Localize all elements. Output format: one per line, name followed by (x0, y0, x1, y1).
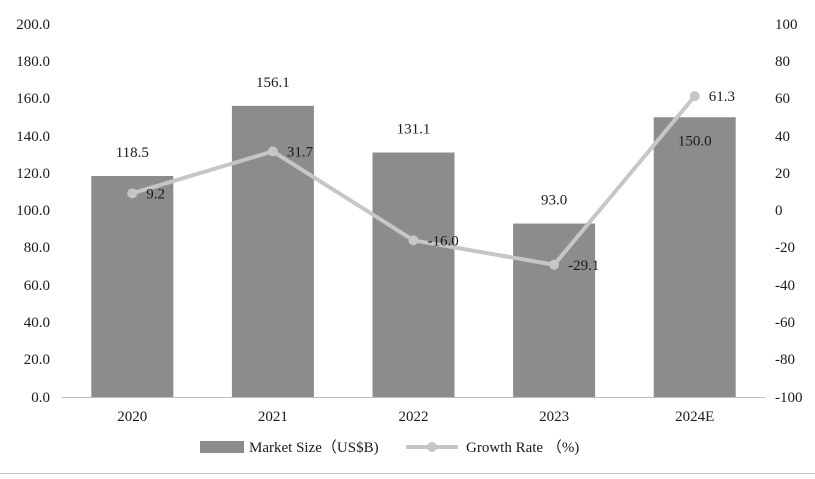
left-tick: 200.0 (16, 17, 50, 33)
category-label: 2024E (675, 409, 714, 425)
line-value-label: 61.3 (709, 89, 735, 105)
left-tick: 40.0 (24, 315, 50, 331)
left-tick: 180.0 (16, 54, 50, 70)
line-point (689, 91, 700, 102)
line-value-label: -16.0 (428, 233, 459, 249)
legend-bar-label: Market Size（US$B) (249, 439, 379, 456)
line-series (127, 91, 700, 270)
left-tick: 0.0 (31, 390, 50, 406)
right-tick: -60 (775, 315, 795, 331)
line-value-label: 9.2 (146, 186, 165, 202)
right-tick: 20 (775, 166, 790, 182)
bar-value-label: 150.0 (678, 133, 712, 149)
right-tick: 60 (775, 91, 790, 107)
bar-value-label: 156.1 (256, 75, 290, 91)
bar-series (91, 105, 736, 397)
right-axis-ticks: 100 80 60 40 20 0 -20 -40 -60 -80 -100 (775, 17, 803, 406)
line-point (127, 188, 138, 199)
right-tick: 40 (775, 129, 790, 145)
line-point (267, 146, 278, 157)
bottom-divider (0, 473, 815, 474)
category-labels: 2020 2021 2022 2023 2024E (117, 409, 714, 425)
left-tick: 160.0 (16, 91, 50, 107)
line-value-label: 31.7 (287, 144, 314, 160)
legend-line-label: Growth Rate （%) (466, 439, 579, 456)
right-tick: -40 (775, 278, 795, 294)
bar (513, 223, 596, 397)
category-label: 2020 (117, 409, 147, 425)
bar-value-label: 131.1 (397, 121, 431, 137)
right-tick: -100 (775, 390, 803, 406)
bar (372, 152, 455, 397)
line-value-label: -29.1 (568, 258, 599, 274)
left-axis-ticks: 200.0 180.0 160.0 140.0 120.0 100.0 80.0… (16, 17, 50, 406)
right-tick: 80 (775, 54, 790, 70)
legend-bar-swatch (200, 441, 244, 453)
bar-value-label: 118.5 (116, 145, 149, 161)
right-tick: 0 (775, 203, 783, 219)
line-point (408, 235, 419, 246)
bar (91, 175, 174, 397)
left-tick: 60.0 (24, 278, 50, 294)
legend: Market Size（US$B) Growth Rate （%) (200, 439, 579, 456)
right-tick: -80 (775, 352, 795, 368)
line-point (549, 259, 560, 270)
category-label: 2023 (539, 409, 569, 425)
left-tick: 120.0 (16, 166, 50, 182)
right-tick: -20 (775, 240, 795, 256)
left-tick: 140.0 (16, 129, 50, 145)
bar-value-label: 93.0 (541, 193, 567, 209)
right-tick: 100 (775, 17, 798, 33)
bar (653, 117, 736, 397)
left-tick: 20.0 (24, 352, 50, 368)
left-tick: 100.0 (16, 203, 50, 219)
legend-line-marker (427, 442, 437, 452)
category-label: 2021 (258, 409, 288, 425)
bar-data-labels: 118.5 156.1 131.1 93.0 150.0 (116, 75, 712, 209)
left-tick: 80.0 (24, 240, 50, 256)
line-data-labels: 9.2 31.7 -16.0 -29.1 61.3 (146, 89, 735, 274)
category-label: 2022 (399, 409, 429, 425)
